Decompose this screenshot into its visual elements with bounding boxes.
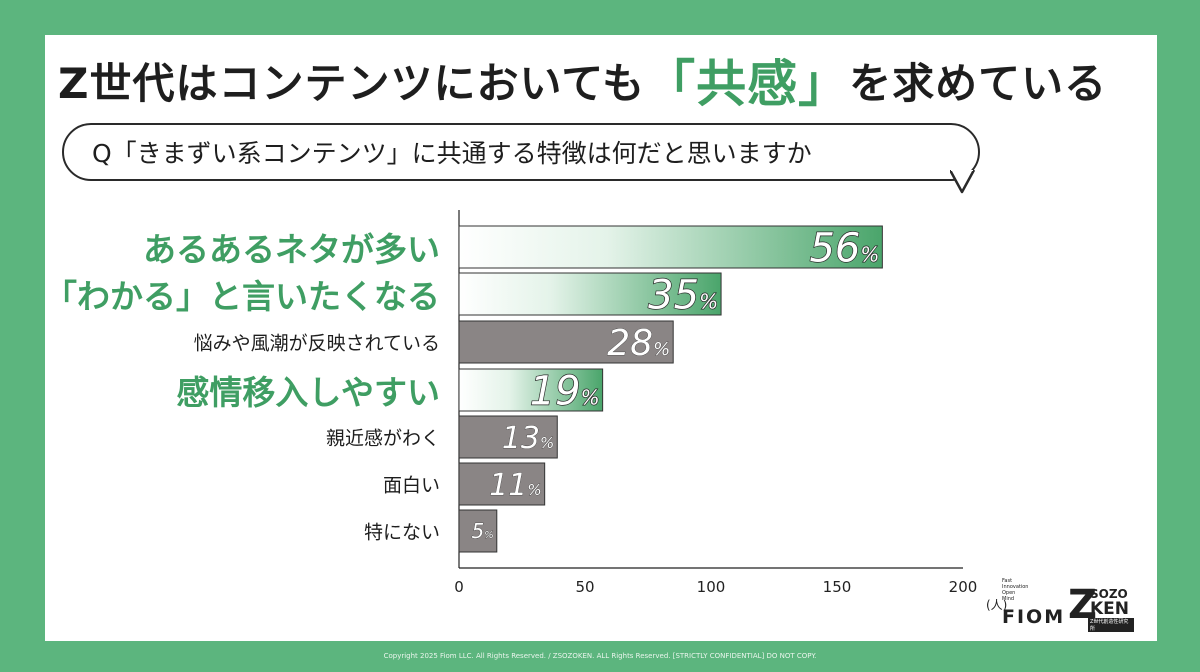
category-label: 感情移入しやすい (176, 373, 440, 412)
x-tick-label: 0 (454, 578, 464, 596)
data-label: 56% (809, 225, 879, 271)
data-label: 5% (472, 519, 494, 543)
page-title: Z世代はコンテンツにおいても 「共感」 を求めている (58, 40, 1148, 120)
bar (458, 368, 604, 412)
sozoken-top: SOZO (1090, 587, 1128, 601)
category-label: あるあるネタが多い (143, 230, 440, 269)
fiom-mark: (人) (986, 598, 1008, 612)
x-tick-label: 100 (697, 578, 726, 596)
fiom-tagline-3: Open (1002, 590, 1016, 596)
sozoken-bottom: KEN (1090, 599, 1130, 619)
x-tick-label: 150 (823, 578, 852, 596)
title-pre: Z世代はコンテンツにおいても (58, 58, 646, 108)
category-label: 親近感がわく (325, 427, 440, 450)
fiom-tagline-1: Fast (1002, 578, 1013, 584)
category-label: 悩みや風潮が反映されている (193, 332, 440, 355)
category-label: 面白い (382, 474, 440, 497)
question-bubble: Q「きまずい系コンテンツ」に共通する特徴は何だと思いますか (62, 123, 980, 181)
category-label: 「わかる」と言いたくなる (44, 277, 440, 316)
bar (458, 320, 674, 364)
fiom-logo: Fast Innovation Open Mind (人) FIOM (986, 578, 1066, 630)
data-label: 11% (489, 468, 541, 503)
x-tick-label: 50 (575, 578, 594, 596)
category-label: 特にない (363, 521, 440, 544)
data-label: 28% (607, 323, 670, 364)
bar (458, 509, 498, 553)
fiom-tagline-2: Innovation (1002, 584, 1029, 590)
fiom-tagline-4: Mind (1002, 596, 1015, 602)
bar (458, 462, 546, 506)
data-label: 13% (502, 421, 554, 456)
question-text: Q「きまずい系コンテンツ」に共通する特徴は何だと思いますか (92, 139, 812, 168)
sozoken-sub: Z世代創造性研究所 (1088, 618, 1134, 632)
bar (458, 415, 558, 459)
bubble-tail (950, 170, 976, 194)
sozoken-logo: Z SOZO KEN Z世代創造性研究所 (1068, 582, 1134, 632)
fiom-wordmark: FIOM (1002, 606, 1066, 628)
copyright-footer: Copyright 2025 Fiom LLC. All Rights Rese… (383, 652, 817, 660)
title-post: を求めている (849, 58, 1108, 108)
bar (458, 272, 722, 316)
bar (458, 225, 883, 269)
title-highlight: 「共感」 (645, 55, 850, 113)
data-label: 19% (530, 368, 600, 414)
x-tick-label: 200 (949, 578, 978, 596)
data-label: 35% (648, 272, 718, 318)
